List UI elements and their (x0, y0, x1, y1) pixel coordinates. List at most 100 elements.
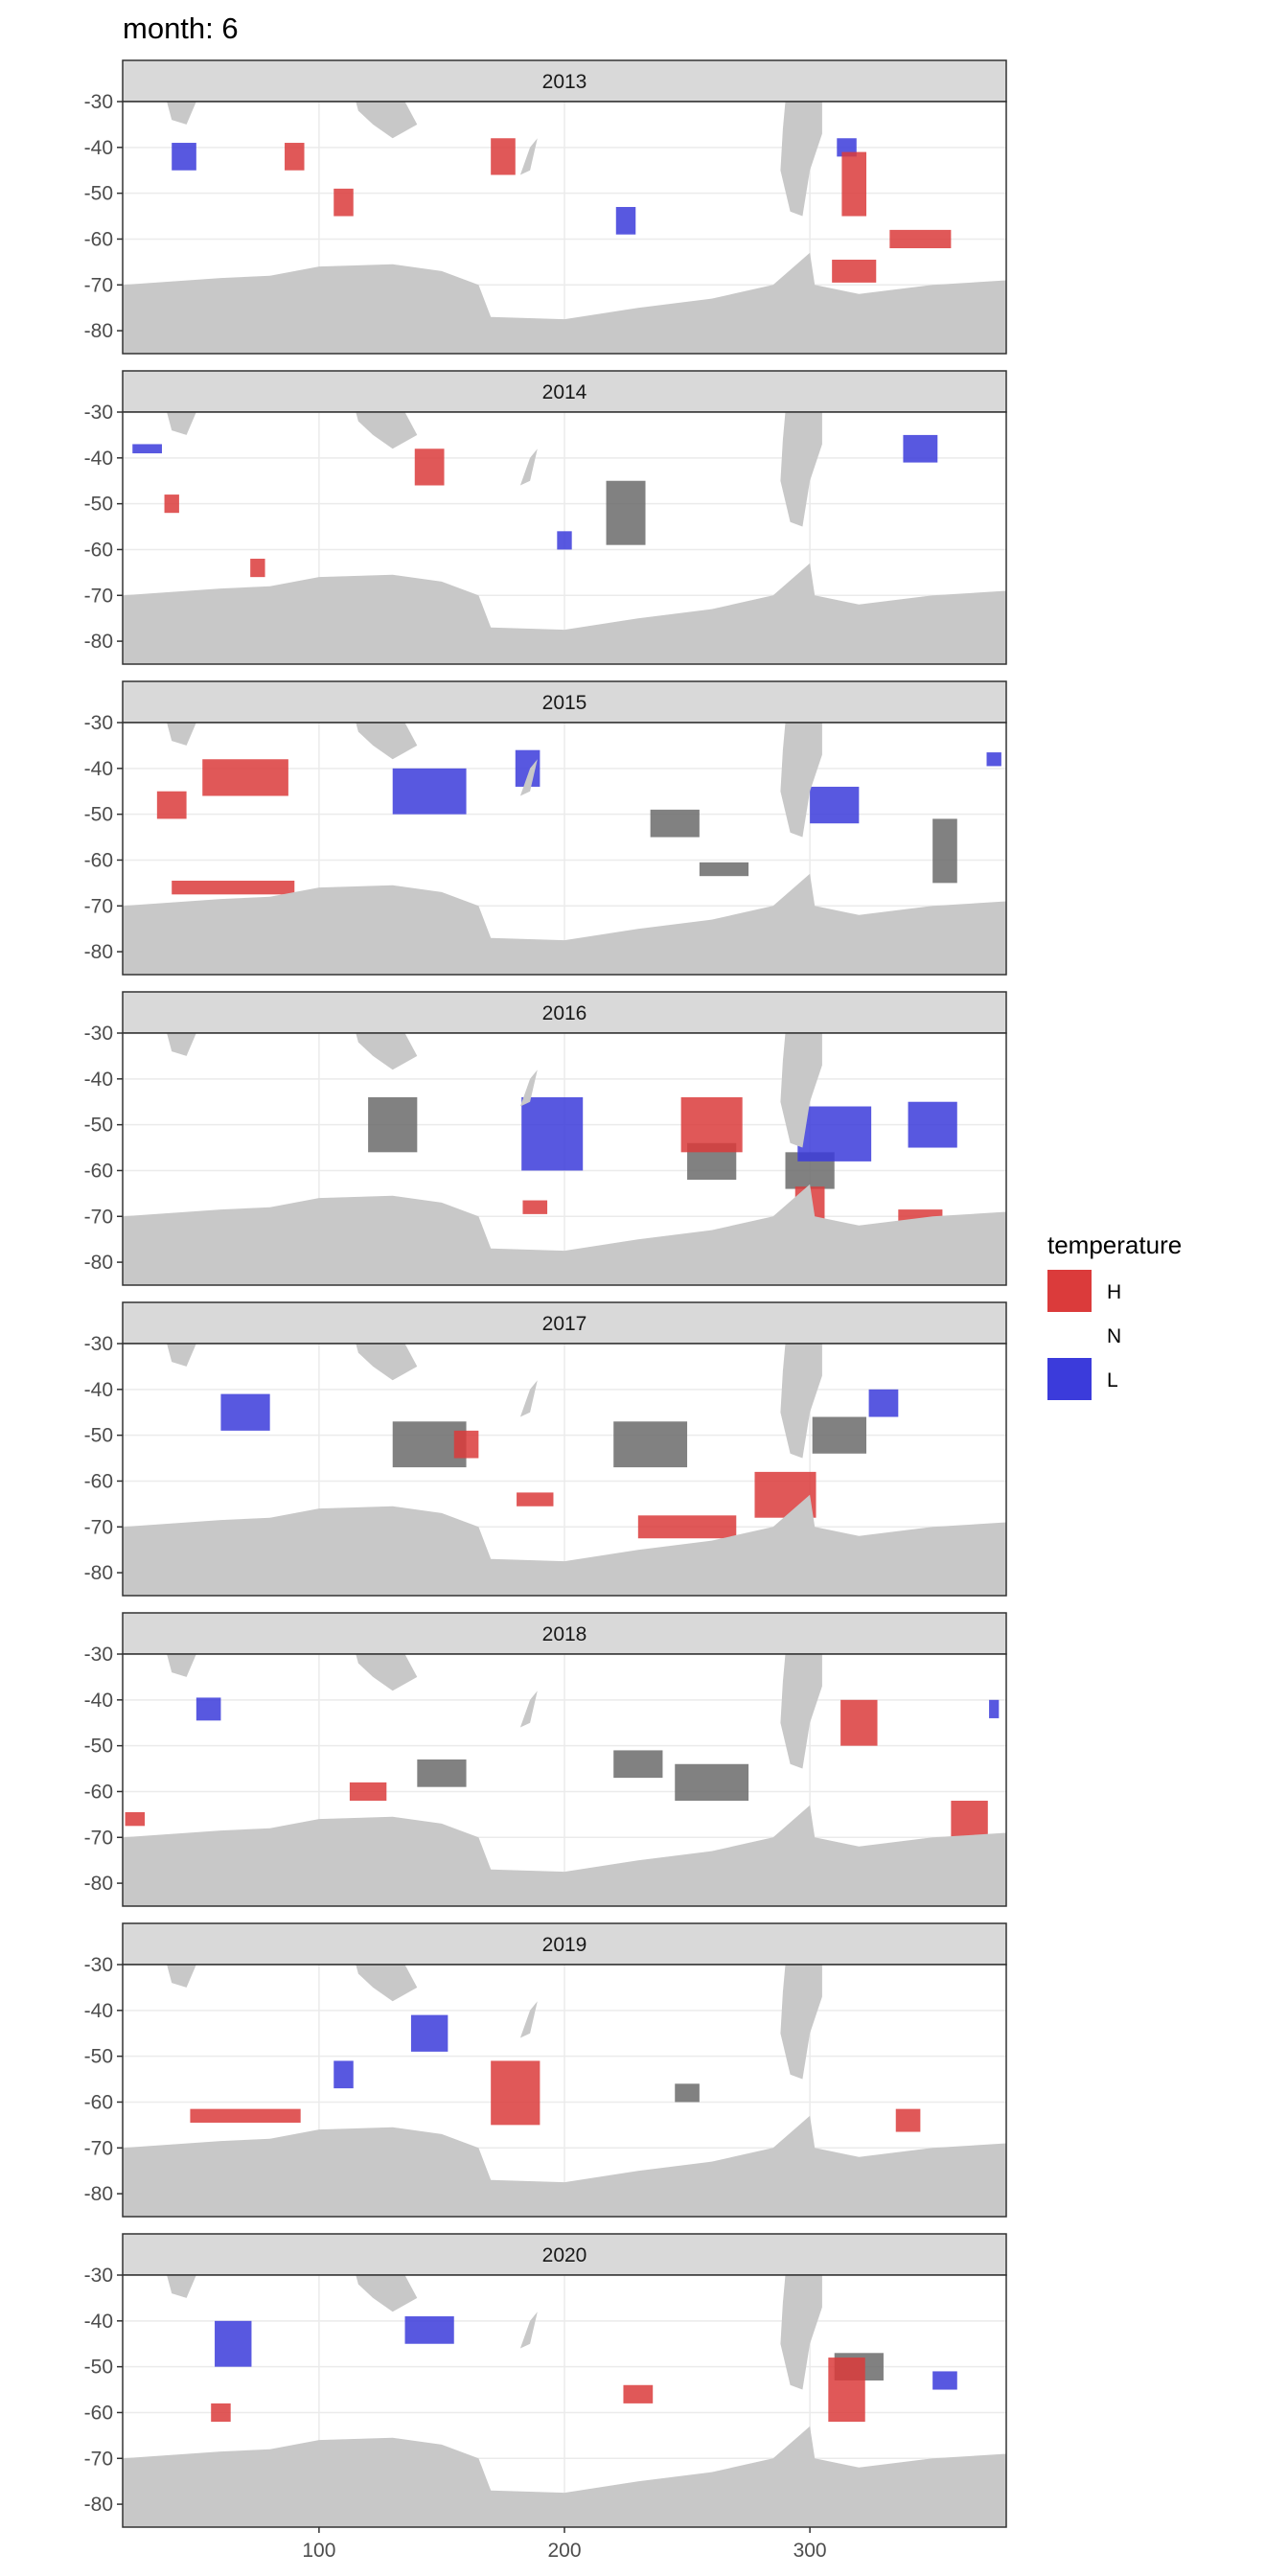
panel-plot-area (123, 2275, 1006, 2527)
y-tick-label: -80 (84, 2494, 113, 2516)
legend-label-L: L (1107, 1369, 1118, 1392)
facet-strip-label: 2015 (542, 692, 587, 714)
cell-N (613, 1750, 663, 1779)
landmass (167, 723, 196, 746)
cell-H (680, 1096, 743, 1153)
cell-L (392, 768, 467, 815)
new-zealand-landmass (519, 138, 538, 175)
panel-plot-area (123, 102, 1006, 354)
facet-strip (122, 59, 1007, 103)
landmass (167, 2275, 196, 2298)
panel-plot-area (123, 412, 1006, 664)
antarctica-landmass (123, 1494, 1006, 1596)
y-tick-label: -50 (84, 1736, 113, 1758)
y-tick-label: -40 (84, 2000, 113, 2022)
panel-border (122, 1964, 1007, 2218)
panel-border (122, 722, 1007, 976)
y-tick-label: -70 (84, 2137, 113, 2159)
y-tick-label: -30 (84, 712, 113, 734)
cell-H (349, 1782, 387, 1802)
legend-label-H: H (1107, 1281, 1121, 1303)
cell-L (132, 444, 162, 454)
y-tick-label: -60 (84, 1160, 113, 1182)
y-tick-label: -30 (84, 2265, 113, 2287)
y-tick-label: -70 (84, 1827, 113, 1849)
facet-strip (122, 370, 1007, 413)
africa-landmass (356, 1965, 418, 2002)
facet-panel-2015: 2015 -30 -40 -50 -60 -70 -80 (84, 680, 1007, 976)
y-tick-label: -50 (84, 2357, 113, 2379)
cell-H (125, 1811, 146, 1827)
landmass (167, 1654, 196, 1677)
cell-L (903, 434, 938, 463)
y-tick-label: -60 (84, 2402, 113, 2424)
y-tick-label: -60 (84, 1781, 113, 1803)
cell-H (491, 2060, 540, 2126)
south-america-landmass (780, 1654, 822, 1769)
cell-H (637, 1515, 737, 1539)
landmass (167, 412, 196, 435)
cell-N (675, 1763, 749, 1802)
africa-landmass (356, 412, 418, 449)
landmass (167, 1344, 196, 1367)
cell-H (895, 2108, 921, 2132)
cell-H (522, 1200, 548, 1214)
cell-H (840, 1699, 878, 1746)
y-tick-label: -60 (84, 228, 113, 250)
cell-L (797, 1106, 872, 1162)
facet-panel-2017: 2017 -30 -40 -50 -60 -70 -80 (84, 1301, 1007, 1597)
y-tick-label: -40 (84, 2311, 113, 2333)
y-tick-label: -30 (84, 1644, 113, 1666)
cell-N (932, 818, 957, 884)
y-tick-label: -80 (84, 631, 113, 653)
cell-L (557, 531, 572, 550)
y-tick-label: -30 (84, 1023, 113, 1045)
y-tick-label: -70 (84, 1206, 113, 1228)
cell-H (250, 559, 265, 578)
y-tick-label: -30 (84, 1333, 113, 1355)
y-tick-label: -30 (84, 1954, 113, 1976)
south-america-landmass (780, 1033, 822, 1148)
cell-N (675, 2083, 700, 2103)
facet-strip-label: 2016 (542, 1002, 587, 1024)
panel-plot-area (123, 1033, 1006, 1285)
cell-H (156, 791, 187, 819)
y-tick-label: -40 (84, 1379, 113, 1401)
cell-L (989, 1699, 1000, 1718)
new-zealand-landmass (519, 2001, 538, 2038)
y-tick-label: -50 (84, 1115, 113, 1137)
y-tick-label: -50 (84, 2046, 113, 2068)
cell-H (414, 448, 445, 486)
cell-L (868, 1389, 899, 1417)
antarctica-landmass (123, 252, 1006, 354)
cell-L (334, 2060, 354, 2089)
cell-L (932, 2371, 957, 2390)
south-america-landmass (780, 1965, 822, 2080)
cell-L (908, 1101, 957, 1148)
panel-border (122, 1343, 1007, 1597)
cell-L (810, 786, 860, 824)
cell-H (211, 2403, 231, 2423)
y-tick-label: -30 (84, 402, 113, 424)
cell-H (832, 259, 877, 283)
y-tick-label: -50 (84, 183, 113, 205)
y-tick-label: -50 (84, 1425, 113, 1447)
facet-strip-label: 2018 (542, 1623, 587, 1645)
cell-H (828, 2358, 865, 2423)
panel-plot-area (123, 1344, 1006, 1596)
antarctica-landmass (123, 563, 1006, 664)
cell-L (196, 1697, 221, 1721)
cell-H (190, 2108, 301, 2123)
chart-title: month: 6 (123, 12, 239, 45)
cell-N (812, 1416, 867, 1454)
africa-landmass (356, 723, 418, 760)
panel-border (122, 411, 1007, 665)
facet-panel-2019: 2019 -30 -40 -50 -60 -70 -80 (84, 1922, 1007, 2218)
facet-strip-label: 2019 (542, 1934, 587, 1956)
legend-key-H (1047, 1270, 1092, 1312)
africa-landmass (356, 2275, 418, 2312)
south-america-landmass (780, 412, 822, 527)
cell-H (623, 2384, 654, 2404)
y-tick-label: -40 (84, 1069, 113, 1091)
facet-strip (122, 2233, 1007, 2276)
